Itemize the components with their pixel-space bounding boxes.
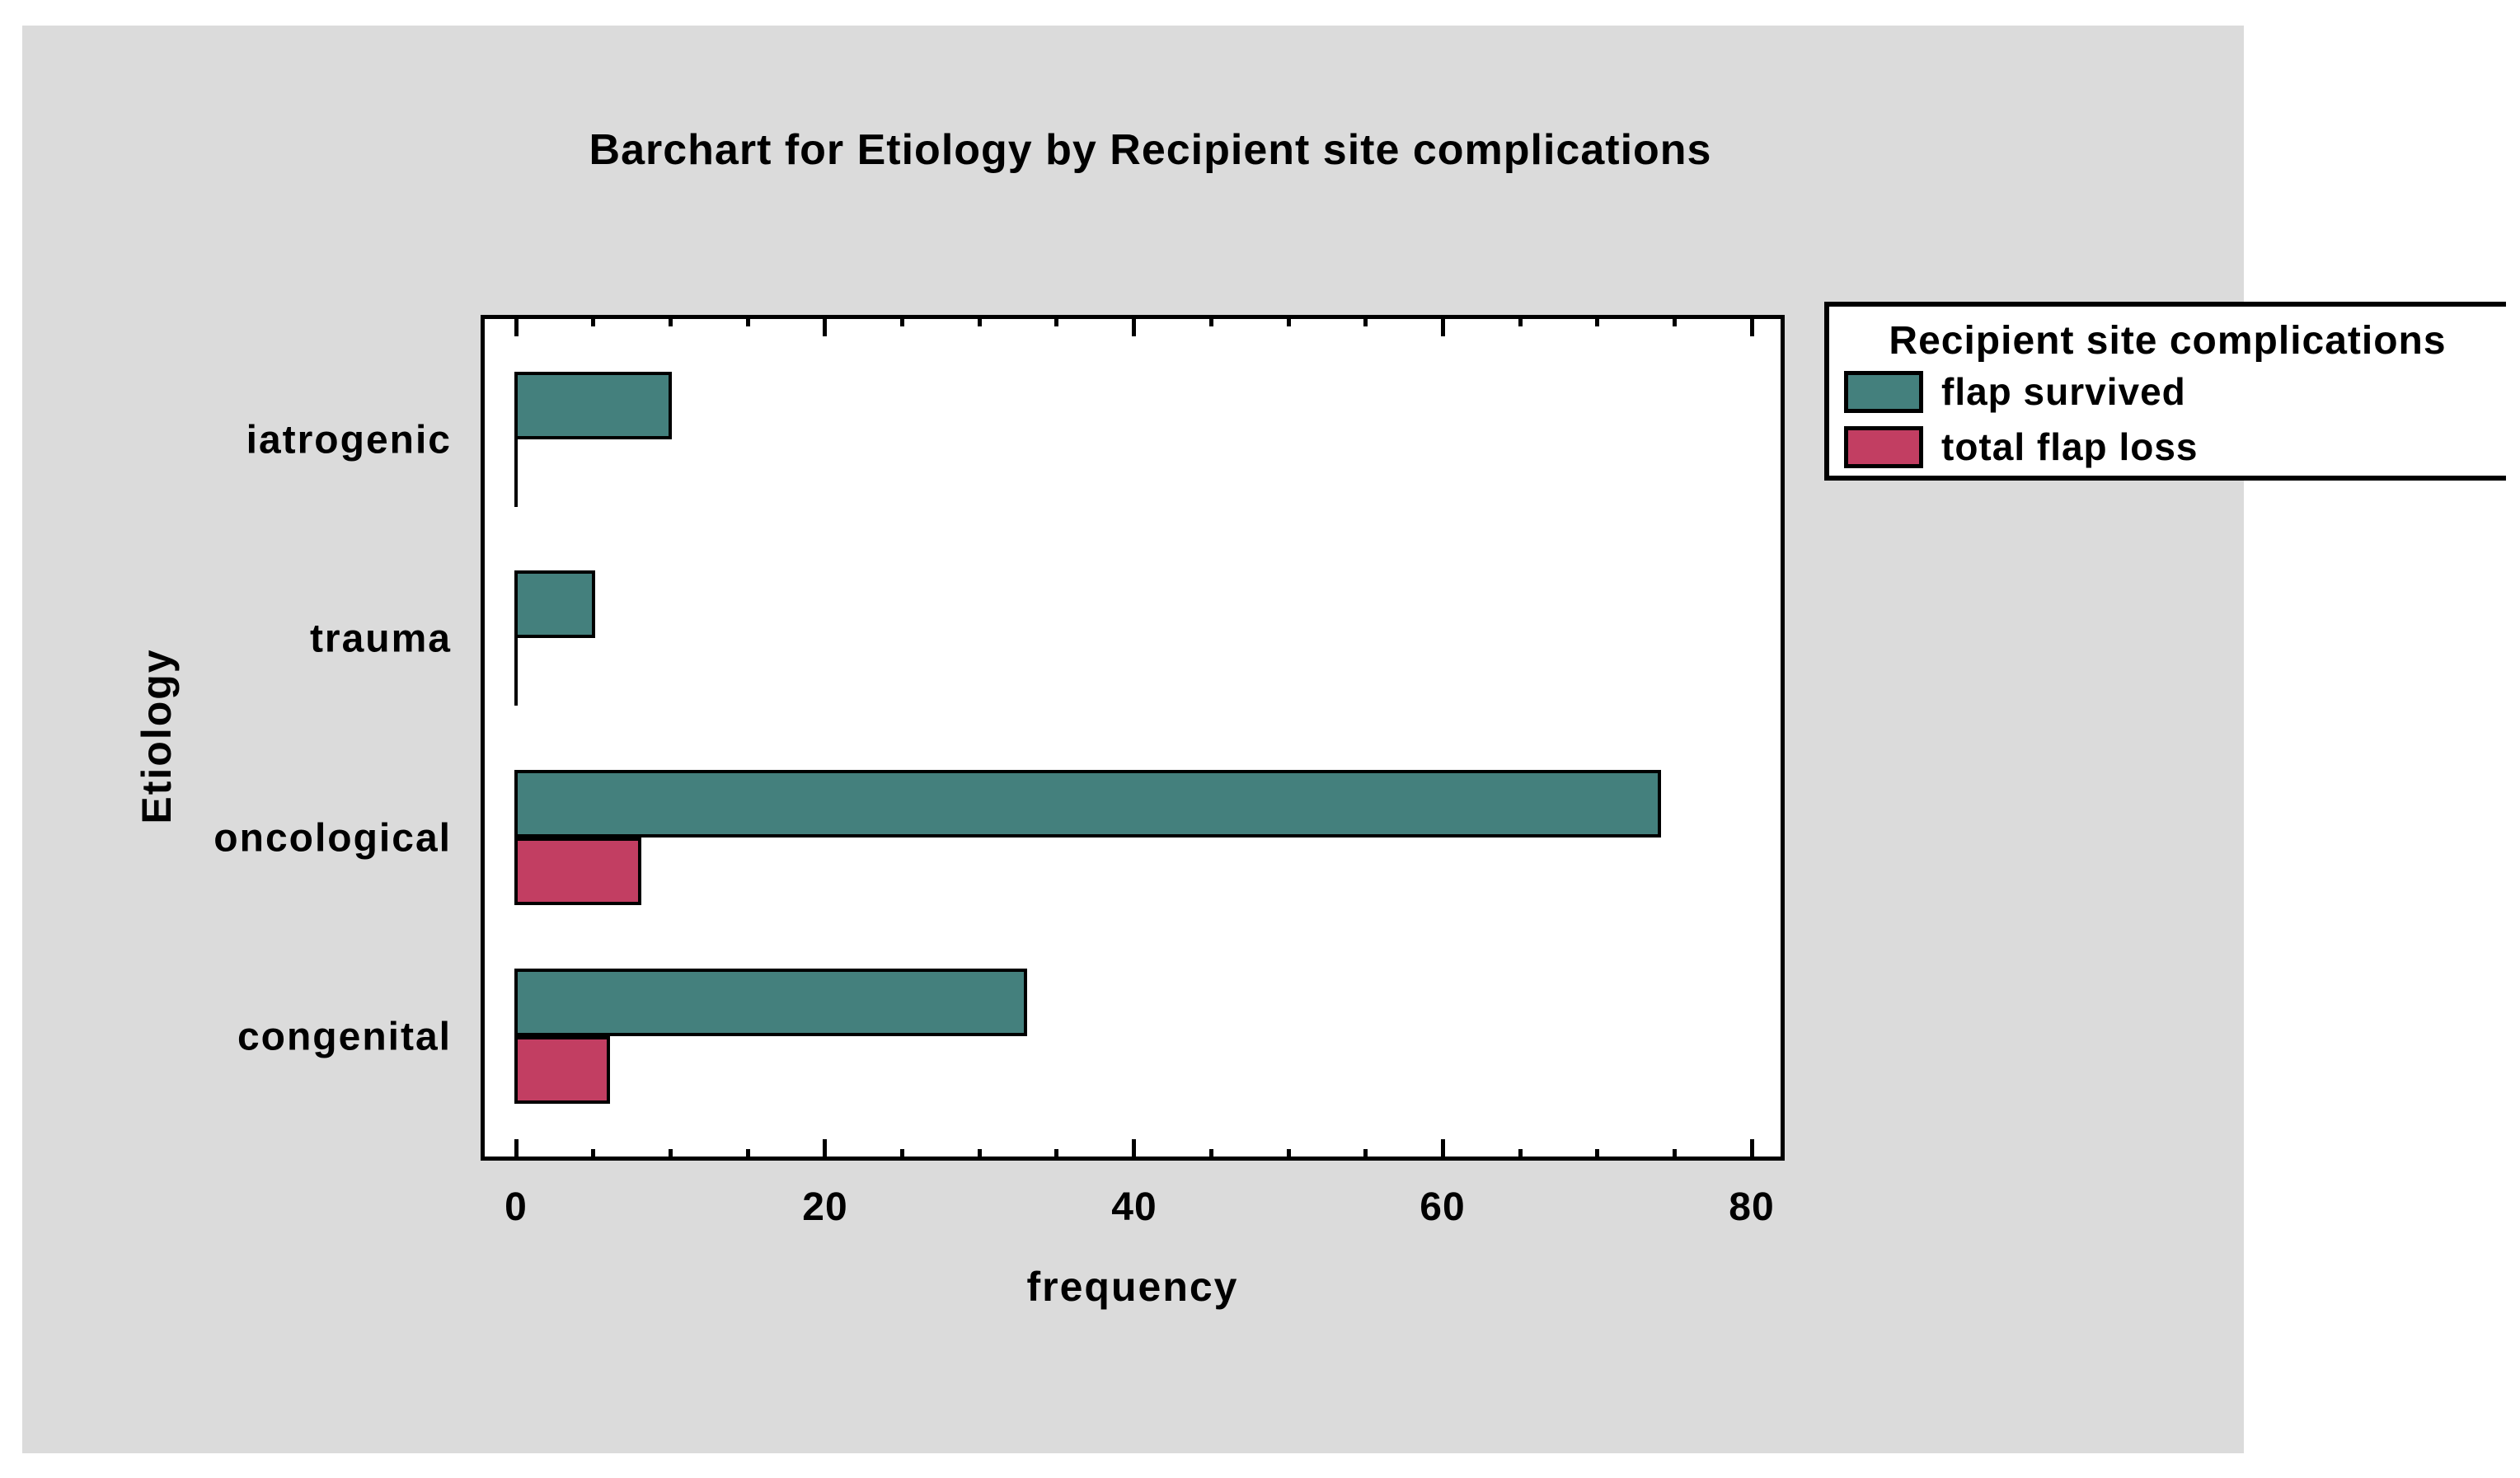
- minor-tick-top: [746, 319, 750, 326]
- chart-title: Barchart for Etiology by Recipient site …: [589, 126, 1712, 174]
- minor-tick-bottom: [1209, 1149, 1213, 1157]
- minor-tick-bottom: [900, 1149, 904, 1157]
- major-tick-bottom: [1441, 1139, 1445, 1157]
- legend-swatch-total-flap-loss: [1844, 425, 1923, 468]
- category-label-congenital: congenital: [237, 1015, 452, 1059]
- bar-congenital-total-flap-loss: [514, 1035, 610, 1104]
- minor-tick-bottom: [1363, 1149, 1368, 1157]
- minor-tick-top: [1595, 319, 1599, 326]
- legend-label-flap-survived: flap survived: [1941, 370, 2186, 413]
- legend-swatch-flap-survived: [1844, 370, 1923, 413]
- x-tick-label: 20: [802, 1185, 848, 1229]
- minor-tick-bottom: [1595, 1149, 1599, 1157]
- legend-label-total-flap-loss: total flap loss: [1941, 425, 2199, 468]
- legend-title: Recipient site complications: [1889, 319, 2447, 363]
- minor-tick-bottom: [746, 1149, 750, 1157]
- y-axis-title: Etiology: [134, 648, 180, 824]
- bar-congenital-flap-survived: [514, 968, 1027, 1036]
- minor-tick-top: [978, 319, 982, 326]
- minor-tick-bottom: [669, 1149, 673, 1157]
- x-tick-label: 0: [504, 1185, 528, 1229]
- bar-oncological-total-flap-loss: [514, 837, 641, 905]
- major-tick-bottom: [514, 1139, 519, 1157]
- minor-tick-top: [900, 319, 904, 326]
- minor-tick-top: [1518, 319, 1523, 326]
- minor-tick-top: [1054, 319, 1058, 326]
- legend-row-total-flap-loss: total flap loss: [1844, 425, 2198, 468]
- category-label-trauma: trauma: [309, 617, 452, 661]
- minor-tick-top: [1363, 319, 1368, 326]
- bar-zero-trauma-total-flap-loss: [514, 638, 518, 706]
- minor-tick-top: [1209, 319, 1213, 326]
- minor-tick-bottom: [1054, 1149, 1058, 1157]
- major-tick-bottom: [823, 1139, 827, 1157]
- minor-tick-bottom: [591, 1149, 595, 1157]
- minor-tick-bottom: [1287, 1149, 1291, 1157]
- major-tick-top: [514, 319, 519, 336]
- minor-tick-top: [1287, 319, 1291, 326]
- x-tick-label: 60: [1420, 1185, 1466, 1229]
- minor-tick-top: [591, 319, 595, 326]
- category-label-iatrogenic: iatrogenic: [246, 418, 452, 462]
- minor-tick-top: [1673, 319, 1677, 326]
- major-tick-top: [1441, 319, 1445, 336]
- major-tick-top: [823, 319, 827, 336]
- bar-oncological-flap-survived: [514, 769, 1661, 838]
- minor-tick-bottom: [1518, 1149, 1523, 1157]
- major-tick-top: [1132, 319, 1136, 336]
- legend-row-flap-survived: flap survived: [1844, 370, 2186, 413]
- bar-zero-iatrogenic-total-flap-loss: [514, 439, 518, 507]
- major-tick-bottom: [1132, 1139, 1136, 1157]
- x-tick-label: 40: [1111, 1185, 1157, 1229]
- minor-tick-bottom: [978, 1149, 982, 1157]
- legend-box: Recipient site complications flap surviv…: [1824, 302, 2506, 481]
- minor-tick-bottom: [1673, 1149, 1677, 1157]
- major-tick-top: [1750, 319, 1754, 336]
- bar-trauma-flap-survived: [514, 570, 595, 639]
- major-tick-bottom: [1750, 1139, 1754, 1157]
- x-tick-label: 80: [1729, 1185, 1775, 1229]
- x-axis-title: frequency: [1026, 1264, 1239, 1310]
- minor-tick-top: [669, 319, 673, 326]
- category-label-oncological: oncological: [214, 816, 452, 861]
- bar-iatrogenic-flap-survived: [514, 372, 672, 439]
